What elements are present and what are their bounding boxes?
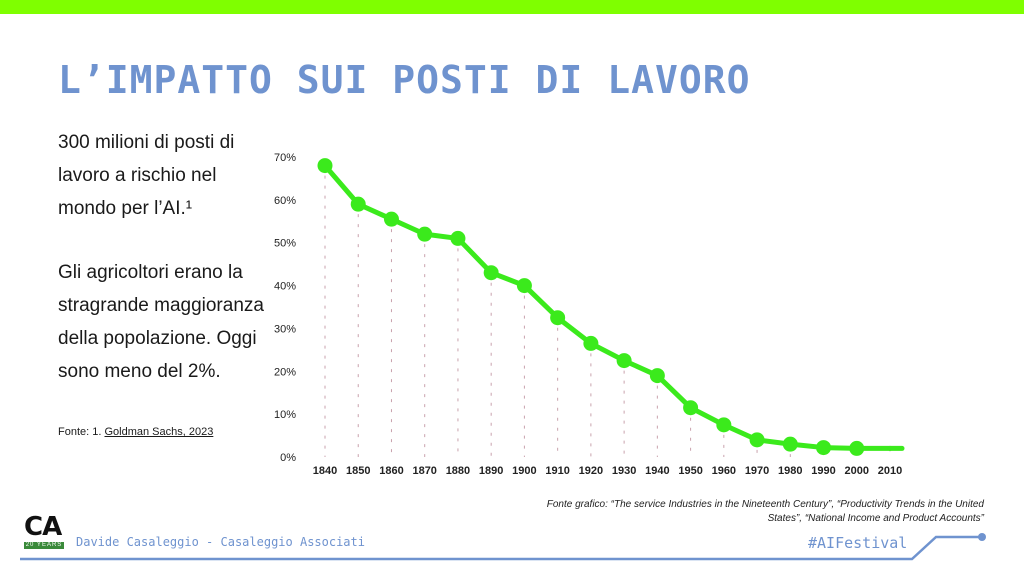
logo-subtext: 20 YEARS [24, 542, 64, 549]
footer-author: Davide Casaleggio - Casaleggio Associati [76, 535, 365, 549]
data-point [516, 278, 532, 294]
chart-source-note: Fonte grafico: “The service Industries i… [546, 499, 984, 524]
x-tick-label: 1880 [446, 465, 470, 477]
data-point [816, 440, 832, 456]
paragraph-farmers: Gli agricoltori erano la stragrande magg… [58, 262, 264, 382]
x-tick-label: 1860 [379, 465, 403, 477]
x-tick-label: 1930 [612, 465, 636, 477]
data-point [683, 400, 699, 416]
data-point [749, 432, 765, 448]
x-tick-label: 1990 [811, 465, 835, 477]
slide-title: L’IMPATTO SUI POSTI DI LAVORO [58, 58, 751, 102]
x-tick-label: 1890 [479, 465, 503, 477]
y-tick-label: 10% [274, 409, 296, 421]
x-tick-label: 2000 [845, 465, 869, 477]
data-point [550, 310, 566, 326]
data-point [782, 436, 798, 452]
paragraph-jobs-at-risk: 300 milioni di posti di lavoro a rischio… [58, 132, 235, 219]
x-tick-label: 1840 [313, 465, 337, 477]
ca-logo-icon: CA 20 YEARS [24, 514, 68, 549]
footer-hashtag[interactable]: #AIFestival [808, 534, 908, 552]
data-point [350, 196, 366, 212]
data-point [450, 230, 466, 246]
data-point [417, 226, 433, 242]
data-point [317, 158, 333, 174]
data-point [383, 211, 399, 227]
logo-text: CA [24, 512, 62, 542]
line-chart: 0% 10% 20% 30% 40% 50% 60% 70% 1840 1850 1860 1870 1… [274, 152, 905, 477]
x-tick-label: 1870 [412, 465, 436, 477]
x-tick-label: 1970 [745, 465, 769, 477]
y-tick-label: 60% [274, 195, 296, 207]
x-tick-label: 1910 [545, 465, 569, 477]
data-point [616, 353, 632, 369]
y-tick-label: 20% [274, 366, 296, 378]
y-tick-label: 0% [280, 452, 296, 464]
y-tick-label: 50% [274, 238, 296, 250]
y-tick-label: 70% [274, 152, 296, 164]
source-link[interactable]: Goldman Sachs, 2023 [104, 426, 214, 438]
data-point [716, 417, 732, 433]
x-tick-label: 1960 [712, 465, 736, 477]
x-tick-label: 1940 [645, 465, 669, 477]
x-tick-label: 1900 [512, 465, 536, 477]
x-tick-label: 1950 [678, 465, 702, 477]
data-point [649, 368, 665, 384]
x-tick-label: 1920 [579, 465, 603, 477]
data-point [483, 265, 499, 281]
y-tick-label: 40% [274, 281, 296, 293]
top-accent-bar [0, 0, 1024, 14]
data-point [849, 440, 865, 456]
x-tick-label: 1850 [346, 465, 370, 477]
source-note: Fonte: 1. Goldman Sachs, 2023 [58, 426, 213, 438]
source-prefix: Fonte: 1. [58, 426, 105, 438]
x-tick-label: 2010 [878, 465, 902, 477]
x-tick-label: 1980 [778, 465, 802, 477]
y-tick-label: 30% [274, 323, 296, 335]
data-point [583, 335, 599, 351]
series-line [322, 163, 893, 451]
